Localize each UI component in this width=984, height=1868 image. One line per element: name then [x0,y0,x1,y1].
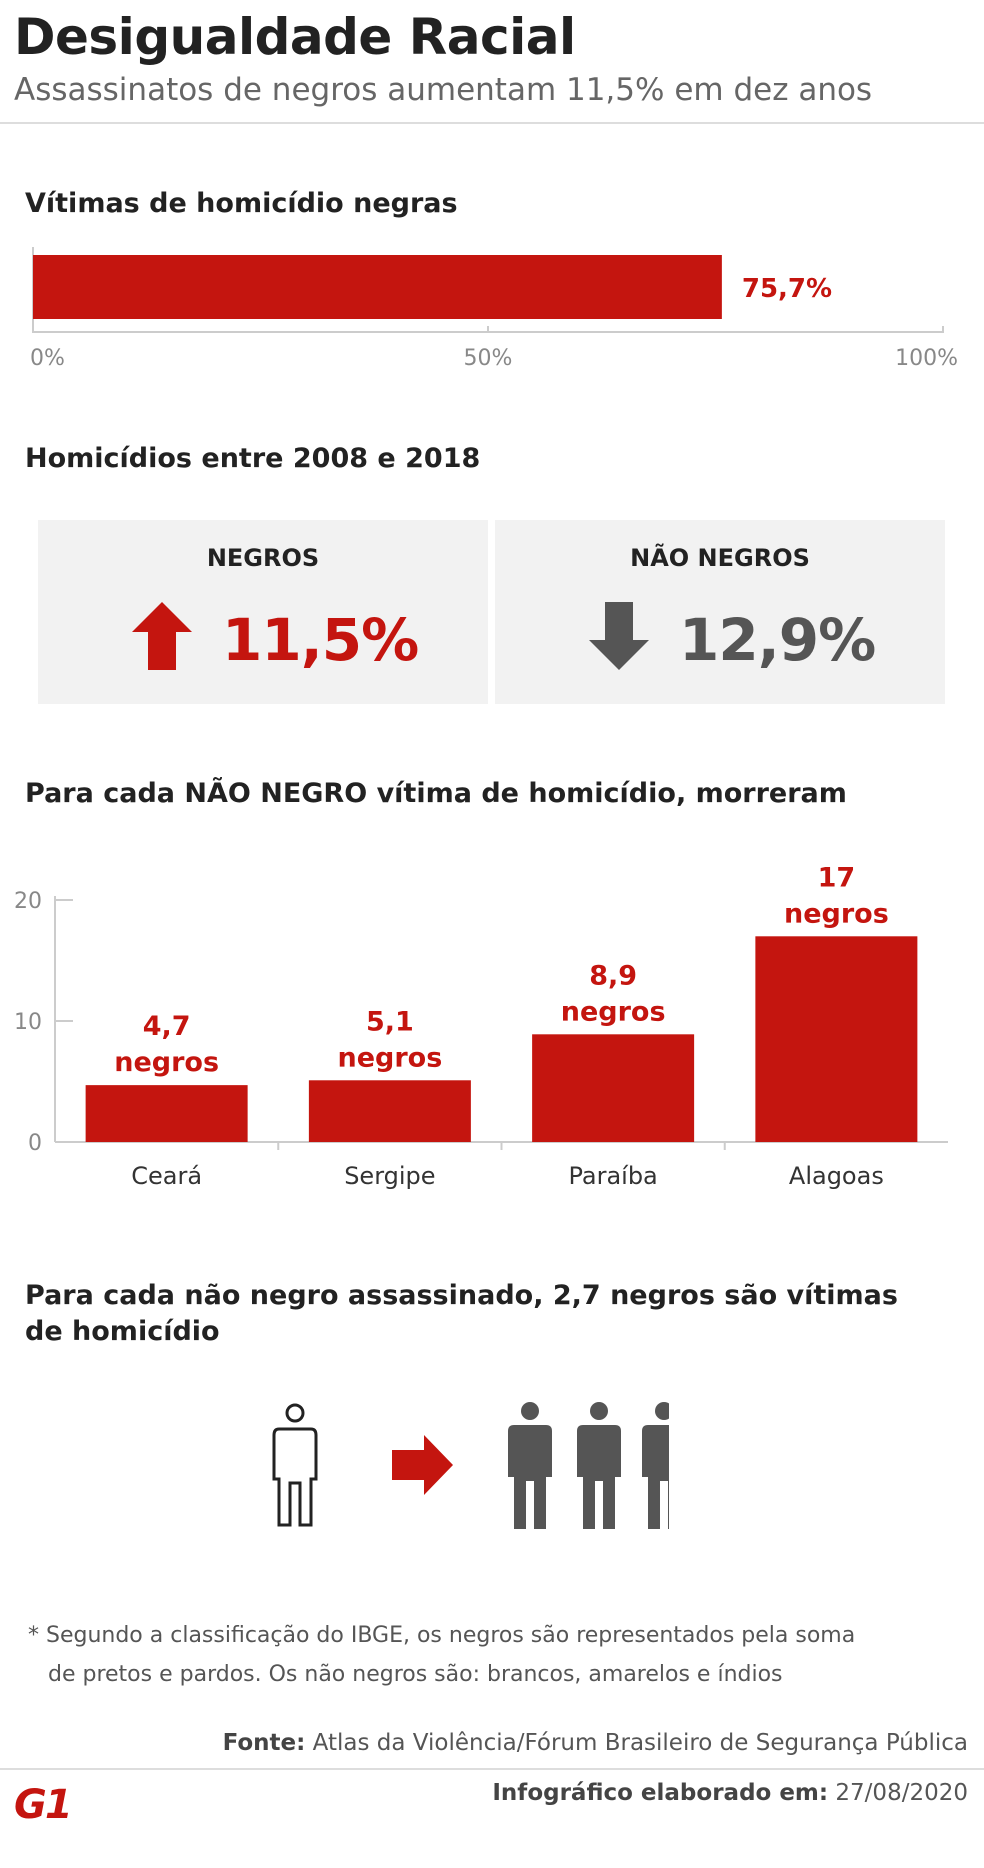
negros-box: NEGROS 11,5% [38,520,488,704]
bar-data-label-unit: negros [337,1042,442,1073]
y-tick-label: 10 [14,1010,42,1035]
negros-value: 11,5% [222,606,419,674]
bar-ceará [85,1085,248,1142]
person-solid-icon [508,1402,552,1529]
bar-data-label-unit: negros [114,1047,219,1078]
arrow-right-icon [392,1435,453,1495]
y-tick-label: 20 [14,889,42,914]
bar-data-label-value: 4,7 [143,1011,191,1042]
bar-sergipe [308,1080,471,1142]
x-tick-label: Alagoas [789,1162,884,1190]
arrow-up-icon [132,602,192,670]
footer-divider [0,1768,984,1770]
bar-data-label-value: 8,9 [589,960,637,991]
source-label: Fonte: [222,1730,306,1756]
bar-alagoas [755,936,918,1142]
y-tick-label: 0 [28,1131,42,1156]
source-text: Atlas da Violência/Fórum Brasileiro de S… [305,1730,968,1756]
section1-heading: Vítimas de homicídio negras [25,188,458,219]
section2-heading: Homicídios entre 2008 e 2018 [25,443,481,474]
percent-tick-100: 100% [895,346,958,371]
page-title: Desigualdade Racial [14,8,576,66]
percent-tick-0: 0% [30,346,65,371]
bar-data-label-value: 17 [818,862,856,893]
g1-logo: G1 [14,1782,76,1828]
percent-tick-50: 50% [464,346,513,371]
nao-negros-value: 12,9% [679,606,876,674]
bar-paraíba [532,1034,695,1142]
x-tick-label: Sergipe [344,1162,435,1190]
arrow-down-icon [589,602,649,670]
source-line: Fonte: Atlas da Violência/Fórum Brasilei… [223,1730,968,1756]
bar-data-label-unit: negros [784,898,889,929]
x-tick-label: Paraíba [568,1162,657,1190]
section3-heading: Para cada NÃO NEGRO vítima de homicídio,… [25,778,847,809]
person-solid-partial-icon [642,1402,669,1529]
percent-bar-chart: 75,7% 0% 50% 100% [30,247,958,371]
made-label: Infográfico elaborado em: [492,1780,829,1806]
page-subtitle: Assassinatos de negros aumentam 11,5% em… [14,72,873,108]
bar-data-label-value: 5,1 [366,1006,414,1037]
g1-logo-text: G1 [14,1782,73,1828]
header-divider [0,122,984,124]
made-date: 27/08/2020 [828,1780,968,1806]
footnote-line-1: * Segundo a classificação do IBGE, os ne… [28,1623,856,1648]
section4-heading: Para cada não negro assassinado, 2,7 neg… [25,1280,898,1347]
percent-bar-value-label: 75,7% [742,274,832,304]
made-line: Infográfico elaborado em: 27/08/2020 [492,1780,968,1806]
footnote-line-2: de pretos e pardos. Os não negros são: b… [48,1662,783,1687]
x-tick-label: Ceará [131,1162,202,1190]
person-solid-icon [577,1402,621,1529]
states-bar-chart: 0 10 20 Ceará negros 4,7 Sergipe negros 5,1 Paraí… [14,862,948,1190]
negros-label: NEGROS [206,544,320,572]
percent-bar [33,255,722,319]
person-outline-icon [272,1403,318,1527]
bar-data-label-unit: negros [561,996,666,1027]
nao-negros-box: NÃO NEGROS 12,9% [495,520,945,704]
pictogram [272,1402,669,1529]
nao-negros-label: NÃO NEGROS [630,544,810,572]
